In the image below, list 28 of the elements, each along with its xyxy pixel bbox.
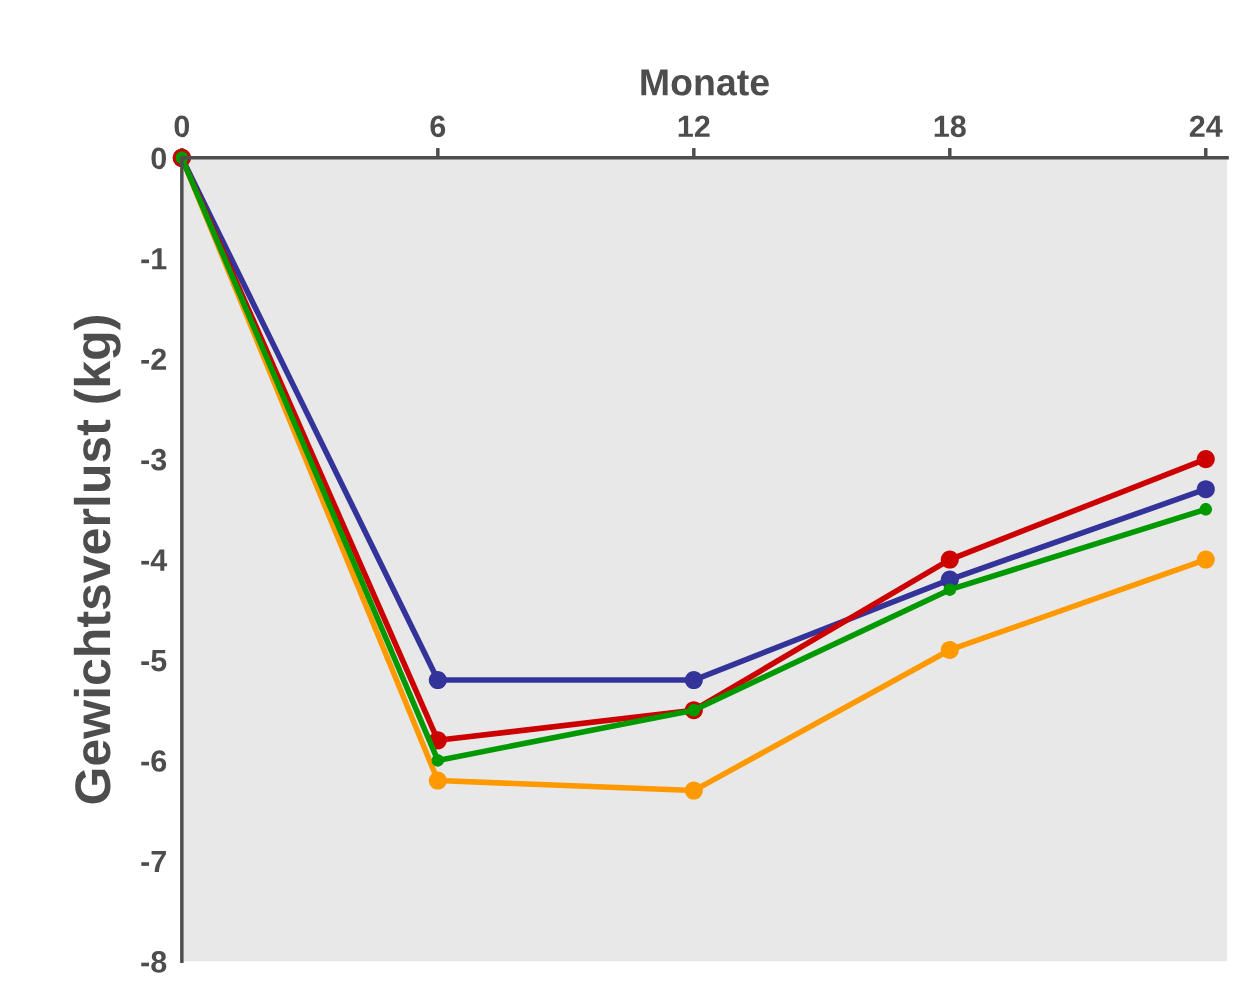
point [1196, 550, 1215, 569]
point [684, 671, 703, 690]
x-tick-label: 0 [174, 115, 190, 138]
y-tick-label: -4 [141, 549, 168, 571]
point [1196, 450, 1215, 469]
x-tick-label: 24 [1189, 115, 1223, 137]
y-tick-label: -8 [141, 951, 167, 973]
x-tick-label: 6 [430, 115, 446, 138]
point [428, 771, 447, 790]
point [943, 583, 957, 596]
y-tick-label: -5 [141, 650, 167, 672]
point [1196, 480, 1215, 499]
point [431, 754, 445, 767]
x-tick-label: 12 [678, 115, 710, 137]
y-tick-label: 0 [151, 147, 166, 170]
point [428, 671, 447, 690]
y-tick-label: -3 [141, 448, 167, 471]
x-axis-title: Monate [641, 69, 769, 96]
point [940, 640, 959, 659]
y-tick-label: -7 [141, 850, 166, 872]
point [1199, 503, 1213, 516]
x-tick-label: 18 [934, 115, 966, 138]
y-tick-label: -6 [141, 750, 167, 772]
y-tick-label: -2 [141, 348, 167, 370]
y-axis-title: Gewichtsverlust (kg) [73, 316, 121, 804]
y-tick-label: -1 [141, 248, 167, 270]
point [684, 781, 703, 800]
point [940, 550, 959, 569]
